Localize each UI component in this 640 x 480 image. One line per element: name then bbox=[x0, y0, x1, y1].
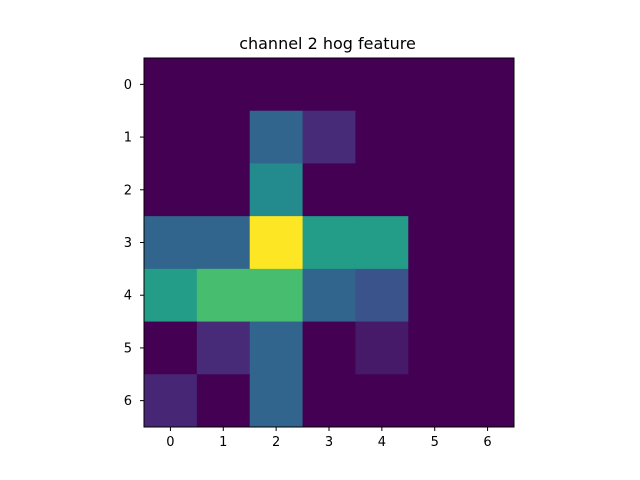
x-tick-label: 5 bbox=[431, 435, 439, 450]
heatmap-cell-r1-c3 bbox=[302, 110, 356, 164]
heatmap-cell-r6-c6 bbox=[461, 374, 515, 428]
heatmap-cell-r6-c0 bbox=[144, 374, 198, 428]
heatmap-cell-r2-c4 bbox=[355, 163, 409, 217]
heatmap-cell-r3-c2 bbox=[249, 216, 304, 270]
heatmap-cell-r5-c0 bbox=[144, 321, 198, 375]
heatmap-cell-r1-c5 bbox=[408, 110, 462, 164]
heatmap-cell-r4-c5 bbox=[408, 268, 462, 323]
heatmap-cell-r5-c2 bbox=[249, 321, 304, 375]
heatmap-cell-r4-c2 bbox=[249, 268, 304, 323]
heatmap-cell-r3-c5 bbox=[408, 216, 462, 270]
heatmap-cells bbox=[144, 58, 515, 428]
heatmap-cell-r4-c1 bbox=[196, 268, 251, 323]
heatmap-cell-r0-c3 bbox=[302, 58, 356, 112]
y-axis: 0 1 2 3 4 5 6 bbox=[124, 78, 144, 409]
heatmap-cell-r5-c6 bbox=[461, 321, 515, 375]
y-tick-label: 5 bbox=[124, 341, 132, 356]
heatmap-cell-r6-c2 bbox=[249, 374, 304, 428]
heatmap-cell-r0-c4 bbox=[355, 58, 409, 112]
heatmap-cell-r0-c6 bbox=[461, 58, 515, 112]
heatmap-cell-r2-c0 bbox=[144, 163, 198, 217]
x-tick-label: 1 bbox=[219, 435, 227, 450]
x-tick-label: 6 bbox=[483, 435, 491, 450]
heatmap-cell-r1-c6 bbox=[461, 110, 515, 164]
heatmap-cell-r4-c0 bbox=[144, 268, 198, 323]
heatmap-cell-r6-c1 bbox=[196, 374, 251, 428]
x-tick-label: 4 bbox=[378, 435, 386, 450]
chart-title: channel 2 hog feature bbox=[239, 34, 416, 53]
heatmap-cell-r3-c4 bbox=[355, 216, 409, 270]
y-tick-label: 3 bbox=[124, 236, 132, 251]
x-axis: 0 1 2 3 4 5 6 bbox=[166, 427, 492, 450]
heatmap-cell-r2-c1 bbox=[196, 163, 251, 217]
y-tick-label: 6 bbox=[124, 394, 132, 409]
heatmap-cell-r4-c3 bbox=[302, 268, 356, 323]
heatmap-cell-r1-c4 bbox=[355, 110, 409, 164]
heatmap-cell-r3-c1 bbox=[196, 216, 251, 270]
heatmap-cell-r0-c1 bbox=[196, 58, 251, 112]
heatmap-cell-r5-c3 bbox=[302, 321, 356, 375]
y-tick-label: 0 bbox=[124, 78, 132, 93]
heatmap-cell-r5-c4 bbox=[355, 321, 409, 375]
heatmap-cell-r3-c3 bbox=[302, 216, 356, 270]
heatmap-cell-r5-c5 bbox=[408, 321, 462, 375]
heatmap-cell-r3-c0 bbox=[144, 216, 198, 270]
heatmap-cell-r6-c4 bbox=[355, 374, 409, 428]
heatmap-cell-r0-c0 bbox=[144, 58, 198, 112]
heatmap-cell-r0-c2 bbox=[249, 58, 304, 112]
x-tick-label: 3 bbox=[325, 435, 333, 450]
x-tick-label: 0 bbox=[166, 435, 174, 450]
heatmap-cell-r6-c3 bbox=[302, 374, 356, 428]
heatmap-cell-r1-c0 bbox=[144, 110, 198, 164]
heatmap-cell-r3-c6 bbox=[461, 216, 515, 270]
heatmap-cell-r2-c5 bbox=[408, 163, 462, 217]
heatmap-cell-r4-c4 bbox=[355, 268, 409, 323]
heatmap-cell-r6-c5 bbox=[408, 374, 462, 428]
heatmap-cell-r2-c3 bbox=[302, 163, 356, 217]
heatmap-cell-r1-c1 bbox=[196, 110, 251, 164]
heatmap-cell-r2-c2 bbox=[249, 163, 304, 217]
heatmap-cell-r2-c6 bbox=[461, 163, 515, 217]
heatmap-cell-r5-c1 bbox=[196, 321, 251, 375]
y-tick-label: 2 bbox=[124, 183, 132, 198]
heatmap-cell-r0-c5 bbox=[408, 58, 462, 112]
heatmap-cell-r4-c6 bbox=[461, 268, 515, 323]
y-tick-label: 1 bbox=[124, 131, 132, 146]
heatmap-cell-r1-c2 bbox=[249, 110, 304, 164]
x-tick-label: 2 bbox=[272, 435, 280, 450]
y-tick-label: 4 bbox=[124, 289, 132, 304]
